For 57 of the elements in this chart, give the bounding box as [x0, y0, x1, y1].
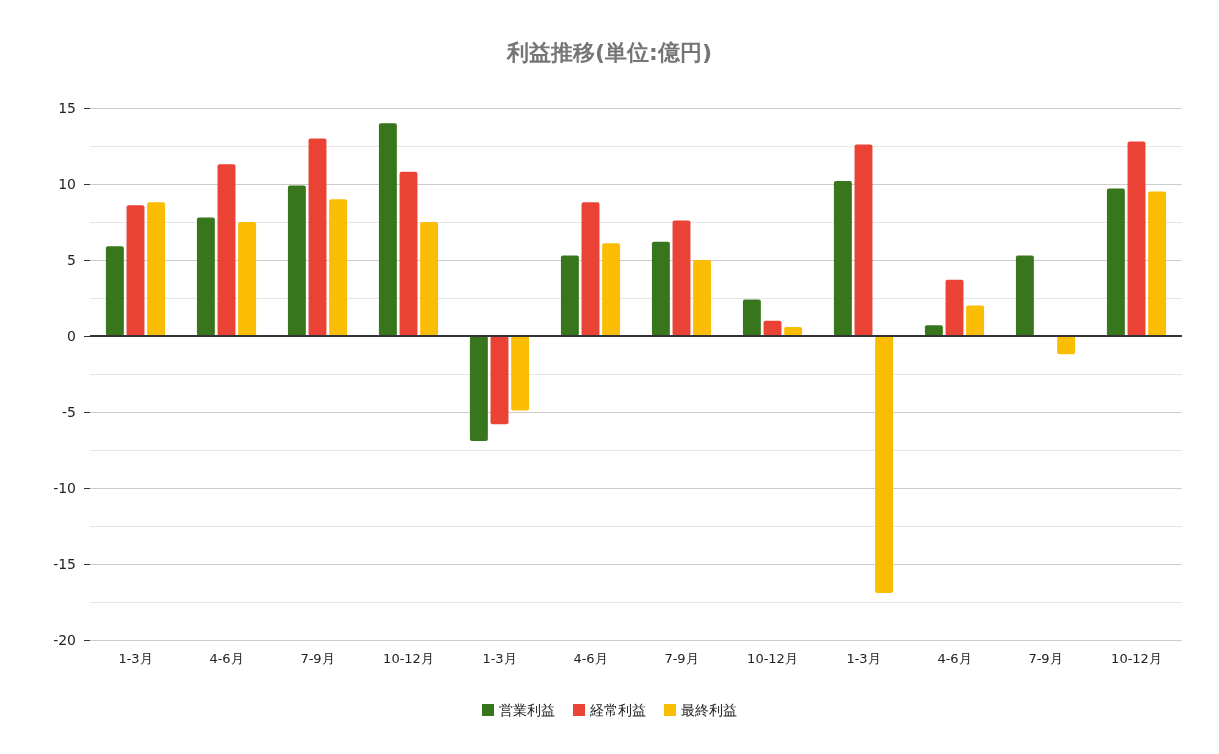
- bar: [238, 222, 257, 336]
- y-tick-label: 0: [67, 328, 76, 344]
- bar: [1127, 141, 1146, 336]
- bar: [1015, 255, 1034, 336]
- x-tick-label: 10-12月: [1111, 651, 1162, 666]
- bar: [742, 299, 761, 336]
- bar: [560, 255, 579, 336]
- bar: [924, 325, 943, 336]
- y-tick-label: 10: [58, 176, 76, 192]
- bar: [490, 336, 509, 425]
- bar: [1057, 336, 1076, 355]
- y-tick-label: -5: [62, 404, 76, 420]
- y-tick-label: 5: [67, 252, 76, 268]
- bar: [1148, 191, 1167, 336]
- x-tick-label: 7-9月: [300, 651, 335, 666]
- bar: [420, 222, 439, 336]
- x-tick-label: 4-6月: [209, 651, 244, 666]
- bar: [147, 202, 166, 336]
- bar: [651, 241, 670, 336]
- y-tick-label: -15: [53, 556, 76, 572]
- x-tick-label: 10-12月: [747, 651, 798, 666]
- bar: [126, 205, 145, 336]
- bar: [854, 144, 873, 336]
- bar: [693, 260, 712, 336]
- bar: [875, 336, 894, 593]
- bar: [329, 199, 348, 336]
- legend-label: 営業利益: [499, 702, 555, 718]
- bar: [399, 171, 418, 336]
- x-tick-label: 4-6月: [937, 651, 972, 666]
- y-tick-label: -10: [53, 480, 76, 496]
- bar: [511, 336, 530, 411]
- bar: [196, 217, 215, 336]
- bar: [105, 246, 124, 336]
- x-tick-label: 1-3月: [846, 651, 881, 666]
- y-tick-label: -20: [53, 632, 76, 648]
- bar: [581, 202, 600, 336]
- bar: [469, 336, 488, 441]
- x-tick-label: 10-12月: [383, 651, 434, 666]
- x-tick-label: 7-9月: [1028, 651, 1063, 666]
- x-tick-label: 1-3月: [482, 651, 517, 666]
- y-tick-label: 15: [58, 100, 76, 116]
- bar: [602, 243, 621, 336]
- bar: [1106, 188, 1125, 336]
- bar: [945, 279, 964, 336]
- bar: [966, 305, 985, 336]
- bar: [672, 220, 691, 336]
- legend-label: 最終利益: [681, 702, 737, 718]
- bar: [308, 138, 327, 336]
- x-tick-label: 4-6月: [573, 651, 608, 666]
- bar: [287, 185, 306, 336]
- bar: [217, 164, 236, 336]
- x-tick-label: 1-3月: [118, 651, 153, 666]
- chart-title: 利益推移(単位:億円): [506, 39, 712, 65]
- bar: [833, 180, 852, 336]
- legend-label: 経常利益: [589, 702, 646, 718]
- bar: [378, 123, 397, 336]
- x-tick-label: 7-9月: [664, 651, 699, 666]
